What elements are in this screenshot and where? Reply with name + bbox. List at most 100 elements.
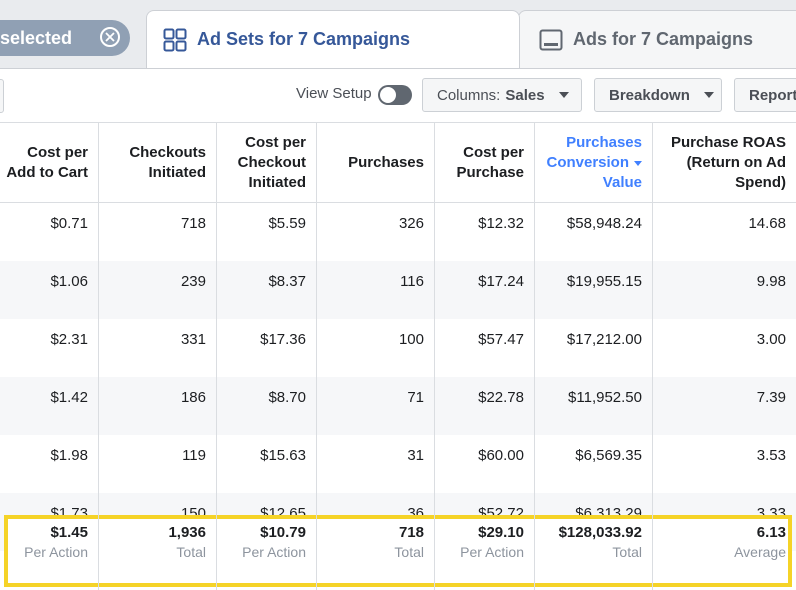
table-row[interactable]: $1.42 186 $8.70 71 $22.78 $11,952.50 7.39 <box>0 377 796 435</box>
columns-dropdown[interactable]: Columns: Sales <box>422 78 582 112</box>
columns-prefix: Columns: <box>437 86 501 104</box>
table-cell-cost-per-checkout: $8.70 <box>268 389 306 406</box>
tab-ad-sets-label: Ad Sets for 7 Campaigns <box>197 29 411 49</box>
table-cell-purchases-conversion-value: $19,955.15 <box>566 273 642 290</box>
totals-row: $1.45 Per Action 1,936 Total $10.79 Per Actio… <box>4 515 792 587</box>
total-type-label: Average <box>734 544 786 560</box>
toggle-knob <box>380 87 396 103</box>
column-header-label: Cost per Purchase <box>456 144 524 181</box>
table-cell-cost-per-add-to-cart: $1.98 <box>50 447 88 464</box>
column-header-label: Purchases <box>348 154 424 171</box>
total-value: 1,936 <box>168 524 206 541</box>
view-setup-label: View Setup <box>296 85 372 102</box>
breakdown-label: Breakdown <box>609 86 690 104</box>
chevron-down-icon <box>558 92 569 98</box>
table-cell-purchases: 31 <box>407 447 424 464</box>
table-cell-cost-per-checkout: $8.37 <box>268 273 306 290</box>
column-divider <box>652 123 653 590</box>
total-cell-checkouts-initiated: 1,936 Total <box>98 523 216 561</box>
tab-ad-sets[interactable]: Ad Sets for 7 Campaigns <box>146 10 520 68</box>
table-cell-cost-per-add-to-cart: $0.71 <box>50 215 88 232</box>
table-cell-purchase-roas: 3.00 <box>756 331 786 348</box>
column-divider <box>434 123 435 590</box>
table-row[interactable]: $1.98 119 $15.63 31 $60.00 $6,569.35 3.53 <box>0 435 796 493</box>
table-toolbar: View Setup Columns: Sales Breakdown Repo… <box>0 68 796 122</box>
breakdown-dropdown[interactable]: Breakdown <box>594 78 722 112</box>
chevron-down-icon <box>703 92 714 98</box>
total-value: $29.10 <box>478 524 524 541</box>
table-cell-checkouts-initiated: 331 <box>180 331 206 348</box>
column-header-cost-per-add-to-cart[interactable]: Cost per Add to Cart <box>0 123 98 203</box>
table-row[interactable]: $1.06 239 $8.37 116 $17.24 $19,955.15 9.98 <box>0 261 796 319</box>
ad-sets-table: Cost per Add to Cart Checkouts Initiated Cos… <box>0 122 796 590</box>
table-cell-purchases-conversion-value: $6,569.35 <box>575 447 642 464</box>
table-cell-purchase-roas: 7.39 <box>756 389 786 406</box>
total-type-label: Per Action <box>242 544 306 560</box>
column-header-cost-per-checkout[interactable]: Cost per Checkout Initiated <box>216 123 316 203</box>
column-header-purchase-roas[interactable]: Purchase ROAS (Return on Ad Spend) <box>652 123 796 203</box>
sort-descending-icon <box>634 160 642 166</box>
column-divider <box>316 123 317 590</box>
tab-ads-label: Ads for 7 Campaigns <box>573 29 754 49</box>
tab-bar: selected Ad Sets for 7 Campaigns Ads for… <box>0 0 796 68</box>
table-cell-purchases-conversion-value: $11,952.50 <box>568 389 642 406</box>
selection-pill[interactable]: selected <box>0 20 130 56</box>
table-cell-cost-per-purchase: $60.00 <box>478 447 524 464</box>
columns-value: Sales <box>505 86 545 104</box>
table-cell-purchases-conversion-value: $17,212.00 <box>566 331 642 348</box>
table-cell-cost-per-add-to-cart: $1.42 <box>50 389 88 406</box>
total-cell-cost-per-checkout: $10.79 Per Action <box>216 523 316 561</box>
table-cell-cost-per-checkout: $17.36 <box>260 331 306 348</box>
table-cell-cost-per-purchase: $17.24 <box>478 273 524 290</box>
total-type-label: Per Action <box>24 544 88 560</box>
table-cell-cost-per-add-to-cart: $2.31 <box>50 331 88 348</box>
column-header-label: Purchases Conversion Value <box>546 134 642 191</box>
table-cell-purchases-conversion-value: $58,948.24 <box>566 215 642 232</box>
table-header: Cost per Add to Cart Checkouts Initiated Cos… <box>0 123 796 203</box>
table-cell-checkouts-initiated: 186 <box>180 389 206 406</box>
column-header-cost-per-purchase[interactable]: Cost per Purchase <box>434 123 534 203</box>
ad-sets-grid-icon <box>163 28 187 52</box>
column-header-label: Cost per Checkout Initiated <box>237 134 306 191</box>
total-value: $1.45 <box>50 524 88 541</box>
column-header-label: Checkouts Initiated <box>129 144 206 181</box>
close-icon[interactable] <box>100 27 120 47</box>
table-cell-purchases: 71 <box>407 389 424 406</box>
table-cell-cost-per-checkout: $5.59 <box>268 215 306 232</box>
column-header-label: Purchase ROAS (Return on Ad Spend) <box>670 134 786 191</box>
total-type-label: Total <box>394 544 424 560</box>
column-header-checkouts-initiated[interactable]: Checkouts Initiated <box>98 123 216 203</box>
table-cell-purchase-roas: 14.68 <box>748 215 786 232</box>
table-cell-checkouts-initiated: 239 <box>180 273 206 290</box>
total-type-label: Per Action <box>460 544 524 560</box>
table-cell-purchase-roas: 9.98 <box>756 273 786 290</box>
table-row[interactable]: $0.71 718 $5.59 326 $12.32 $58,948.24 14.68 <box>0 203 796 261</box>
table-cell-cost-per-add-to-cart: $1.06 <box>50 273 88 290</box>
total-cell-purchases-conversion-value: $128,033.92 Total <box>534 523 652 561</box>
column-divider <box>216 123 217 590</box>
table-cell-purchase-roas: 3.53 <box>756 447 786 464</box>
selection-pill-label: selected <box>0 27 73 48</box>
total-type-label: Total <box>176 544 206 560</box>
table-cell-cost-per-purchase: $22.78 <box>478 389 524 406</box>
total-value: 718 <box>398 524 424 541</box>
total-cell-cost-per-purchase: $29.10 Per Action <box>434 523 534 561</box>
report-label: Report <box>749 86 796 104</box>
total-cell-purchases: 718 Total <box>316 523 434 561</box>
total-cell-purchase-roas: 6.13 Average <box>652 523 796 561</box>
tab-ads[interactable]: Ads for 7 Campaigns <box>518 10 796 68</box>
ads-monitor-icon <box>539 29 563 51</box>
total-value: 6.13 <box>756 524 786 541</box>
toolbar-left-control[interactable] <box>0 79 4 113</box>
table-cell-checkouts-initiated: 718 <box>180 215 206 232</box>
column-header-purchases[interactable]: Purchases <box>316 123 434 203</box>
view-setup-toggle[interactable] <box>378 85 412 105</box>
table-cell-checkouts-initiated: 119 <box>182 447 206 464</box>
report-button[interactable]: Report <box>734 78 796 112</box>
total-cell-cost-per-add-to-cart: $1.45 Per Action <box>0 523 98 561</box>
table-row[interactable]: $2.31 331 $17.36 100 $57.47 $17,212.00 3.00 <box>0 319 796 377</box>
total-value: $10.79 <box>260 524 306 541</box>
column-header-purchases-conversion-value[interactable]: Purchases Conversion Value <box>534 123 652 203</box>
table-cell-cost-per-purchase: $12.32 <box>478 215 524 232</box>
column-divider <box>98 123 99 590</box>
